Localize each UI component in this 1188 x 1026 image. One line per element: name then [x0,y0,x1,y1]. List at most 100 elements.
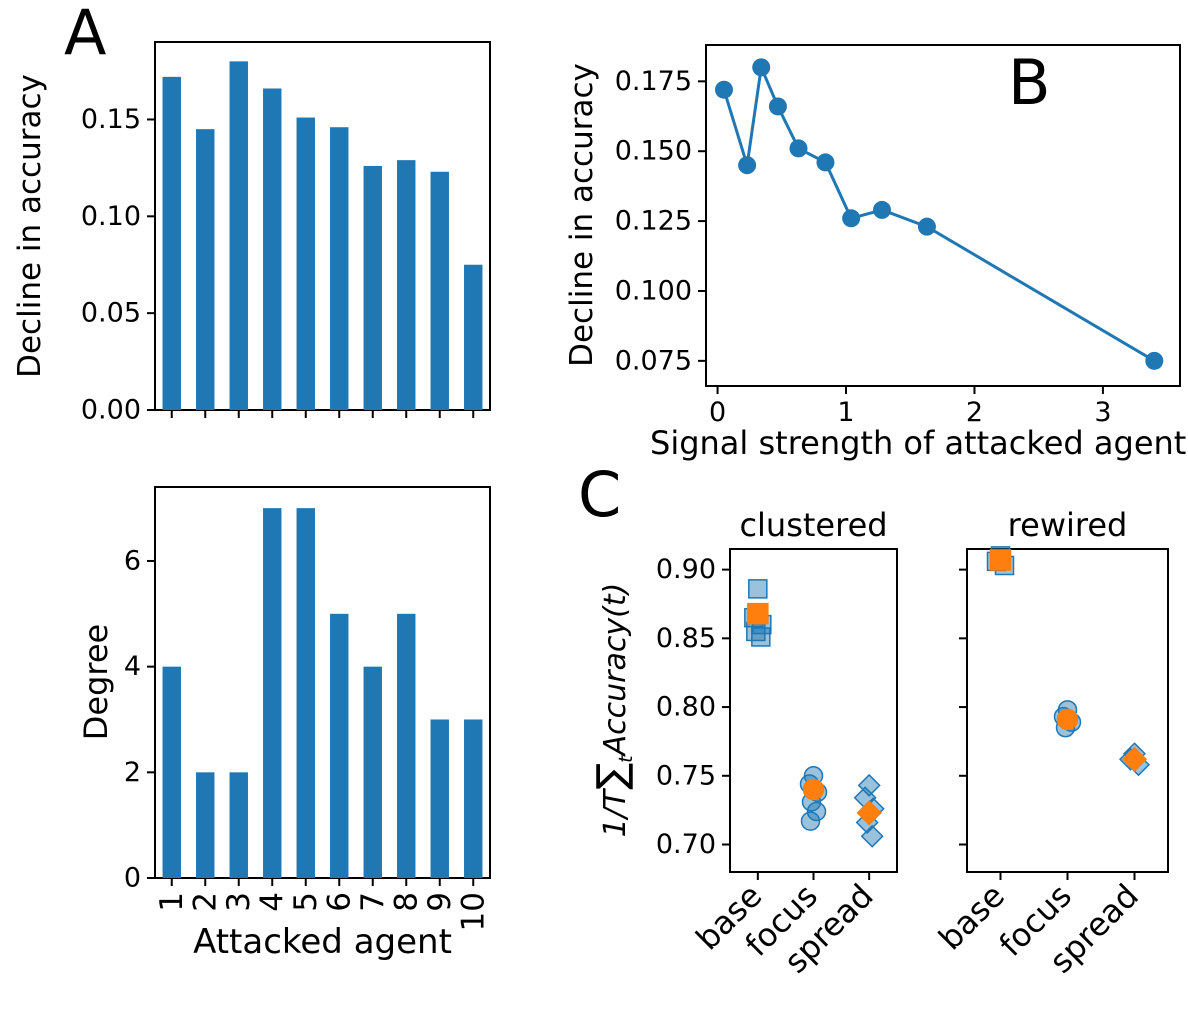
bar [296,117,315,411]
run-marker [806,801,827,822]
data-point [752,58,771,77]
mean-marker [1121,746,1148,772]
y-tick-label: 4 [124,651,141,682]
bar [162,76,181,410]
y-tick-label: 0.100 [615,275,692,306]
bar [196,129,215,410]
data-point [768,97,787,116]
x-tick-label: 1 [837,397,854,428]
x-tick-label: 1 [154,892,190,912]
y-tick-label: 0.70 [656,829,716,860]
axes-border [705,44,1181,387]
y-tick-label: 0.15 [81,104,141,135]
bar [330,127,349,410]
bar [296,508,315,878]
data-point [816,153,835,172]
y-tick-label: 0.75 [656,760,716,791]
data-point [872,200,891,219]
signal-decline-ylabel: Decline in accuracy [564,63,600,367]
bar [330,613,349,878]
y-tick-label: 0.125 [615,206,692,237]
accuracy-ylabel-subscript: t [615,755,637,763]
bar [397,613,416,878]
y-tick-label: 0.10 [81,201,141,232]
bar [363,666,382,878]
bar [229,772,248,878]
run-marker [748,579,768,599]
y-tick-label: 0.85 [656,623,716,654]
y-tick-label: 0 [124,863,141,894]
x-tick-label: 2 [966,397,983,428]
bar [196,772,215,878]
x-tick-label: 7 [355,892,391,912]
accuracy-ylabel-prefix: 1/T [598,789,633,838]
degree-bar-chart: 0 2 4 6 1 2 3 4 5 6 7 8 9 10 [124,486,491,931]
x-tick-label: 6 [321,892,357,912]
run-marker [800,811,821,831]
bar [363,165,382,410]
axes-border [154,41,491,411]
clustered-scatter-chart: 0.70 0.75 0.80 0.85 0.90 base focus spread [656,548,898,981]
y-tick-label: 0.075 [615,345,692,376]
mean-marker [989,549,1012,571]
x-tick-label: 8 [388,892,424,912]
data-point [917,217,936,236]
y-tick-label: 0.05 [81,298,141,329]
sigma-symbol: ∑ [589,762,635,790]
x-tick-label: 4 [254,892,290,912]
signal-line-chart: 0.075 0.100 0.125 0.150 0.175 0 1 2 3 [615,44,1181,428]
attacked-agent-xlabel: Attacked agent [193,922,452,962]
x-tick-label: 2 [187,892,223,912]
rewired-scatter-chart: base focus spread [931,546,1169,981]
y-tick-label: 0.90 [656,554,716,585]
data-point [738,156,757,175]
bar [397,160,416,410]
decline_bar-plot: 0.00 0.05 0.10 0.15 [81,41,491,426]
rewired-title: rewired [1007,506,1128,544]
accuracy-ylabel: 1/T∑tAccuracy(t) [589,522,637,898]
y-tick-label: 2 [124,757,141,788]
x-tick-label: 5 [288,892,324,912]
data-point [714,80,733,99]
bar [464,264,483,410]
y-tick-label: 0.150 [615,136,692,167]
signal-strength-xlabel: Signal strength of attacked agent [650,424,1187,462]
accuracy-ylabel-rest: Accuracy(t) [598,582,633,756]
x-tick-label: 10 [455,892,491,931]
panel-b-label: B [1008,46,1051,119]
mean-marker [856,800,882,826]
bar [430,719,449,878]
decline-accuracy-ylabel: Decline in accuracy [12,74,48,378]
panel-c-label: C [578,458,622,531]
x-tick-label: 3 [1094,397,1111,428]
x-tick-label: 9 [422,892,458,912]
bar [464,719,483,878]
bar [162,666,181,878]
bar [430,171,449,410]
run-marker [857,773,881,797]
mean-marker [802,778,825,801]
axes-border [154,486,491,879]
run-marker [860,824,884,848]
mean-marker [747,602,769,625]
data-point [1145,351,1164,370]
mean-marker [1056,708,1079,731]
data-point [842,209,861,228]
signal_line-plot: 0.075 0.100 0.125 0.150 0.175 0 1 2 3 [615,44,1181,428]
y-tick-label: 0.80 [656,692,716,723]
decline-bar-chart: 0.00 0.05 0.10 0.15 [81,41,491,426]
data-line [722,61,1156,363]
data-point [789,139,808,158]
y-tick-label: 0.175 [615,66,692,97]
bar [263,88,282,411]
clustered-title: clustered [739,506,888,544]
bar [229,61,248,411]
run-marker [751,627,771,647]
y-tick-label: 0.00 [81,395,141,426]
x-tick-label: 0 [709,397,726,428]
bar [263,508,282,878]
